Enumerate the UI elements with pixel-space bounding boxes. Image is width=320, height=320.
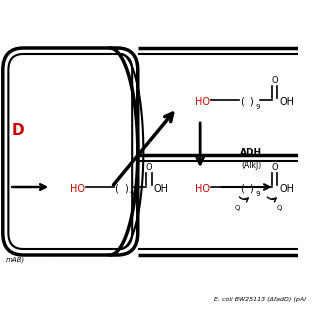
Text: O: O	[146, 163, 152, 172]
Text: mAB): mAB)	[5, 257, 25, 263]
Text: O: O	[271, 163, 278, 172]
Text: ADH: ADH	[240, 148, 262, 156]
Text: E. coli BW25113 (ΔfadD) (pAl: E. coli BW25113 (ΔfadD) (pAl	[214, 298, 306, 302]
Text: ): )	[250, 96, 253, 106]
Text: OH: OH	[279, 97, 294, 107]
Text: 9: 9	[255, 104, 260, 110]
Text: O: O	[271, 76, 278, 84]
Text: D: D	[11, 123, 24, 138]
Text: ): )	[124, 183, 128, 193]
Text: Q: Q	[235, 205, 240, 211]
Text: HO: HO	[196, 97, 211, 107]
Text: OH: OH	[154, 184, 169, 194]
Text: 9: 9	[129, 191, 134, 197]
Text: Q: Q	[276, 205, 282, 211]
Text: HO: HO	[196, 184, 211, 194]
Text: (: (	[115, 183, 118, 193]
Text: (AlkJ): (AlkJ)	[241, 161, 261, 170]
Text: ): )	[250, 183, 253, 193]
Text: HO: HO	[70, 184, 85, 194]
Text: 9: 9	[255, 191, 260, 197]
Text: OH: OH	[279, 184, 294, 194]
Text: (: (	[240, 96, 244, 106]
Text: (: (	[240, 183, 244, 193]
